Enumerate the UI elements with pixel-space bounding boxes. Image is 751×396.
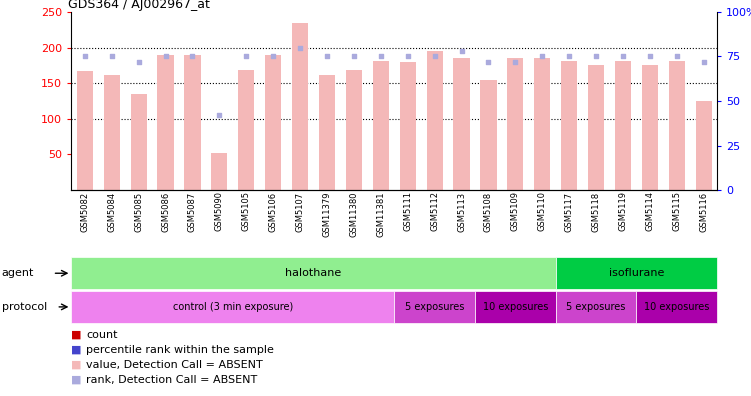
Point [159,53,171,59]
Point [671,53,683,59]
Bar [561,61,578,190]
Text: ■: ■ [71,345,82,355]
Bar [104,74,119,190]
Text: count: count [86,329,118,340]
Bar [556,257,717,289]
Point [79,53,91,59]
Bar [454,58,469,190]
Bar [394,291,475,323]
Point [563,53,575,59]
Text: 10 exposures: 10 exposures [644,302,710,312]
Bar [345,70,362,190]
Text: percentile rank within the sample: percentile rank within the sample [86,345,274,355]
Text: protocol: protocol [2,302,47,312]
Text: ■: ■ [71,375,82,385]
Point [213,112,225,118]
Bar [637,291,717,323]
Point [590,53,602,59]
Point [133,59,145,65]
Bar [642,65,658,190]
Text: 5 exposures: 5 exposures [566,302,626,312]
Point [429,53,441,59]
Text: value, Detection Call = ABSENT: value, Detection Call = ABSENT [86,360,263,370]
Text: isoflurane: isoflurane [609,268,664,278]
Point [402,53,414,59]
Bar [71,257,556,289]
Point [617,53,629,59]
Bar [292,23,308,190]
Bar [507,58,523,190]
Text: ■: ■ [71,360,82,370]
Bar [427,51,442,190]
Bar [695,101,712,190]
Bar [372,61,389,190]
Text: 5 exposures: 5 exposures [405,302,464,312]
Point [294,44,306,51]
Bar [534,58,550,190]
Bar [77,71,93,190]
Point [698,59,710,65]
Text: 10 exposures: 10 exposures [483,302,548,312]
Point [240,53,252,59]
Text: GDS364 / AJ002967_at: GDS364 / AJ002967_at [68,0,210,11]
Point [509,59,521,65]
Bar [71,291,394,323]
Bar [588,65,604,190]
Point [482,59,494,65]
Bar [319,74,335,190]
Bar [481,80,496,190]
Text: control (3 min exposure): control (3 min exposure) [173,302,293,312]
Bar [185,55,201,190]
Point [536,53,548,59]
Bar [556,291,636,323]
Point [348,53,360,59]
Bar [131,94,146,190]
Bar [400,62,416,190]
Text: ■: ■ [71,329,82,340]
Point [456,48,468,54]
Bar [475,291,556,323]
Bar [211,153,228,190]
Point [106,53,118,59]
Point [267,53,279,59]
Bar [669,61,685,190]
Point [375,53,387,59]
Point [644,53,656,59]
Point [186,53,198,59]
Text: rank, Detection Call = ABSENT: rank, Detection Call = ABSENT [86,375,258,385]
Bar [615,61,631,190]
Bar [238,70,255,190]
Text: agent: agent [2,268,34,278]
Bar [158,55,173,190]
Text: halothane: halothane [285,268,342,278]
Bar [265,55,281,190]
Point [321,53,333,59]
